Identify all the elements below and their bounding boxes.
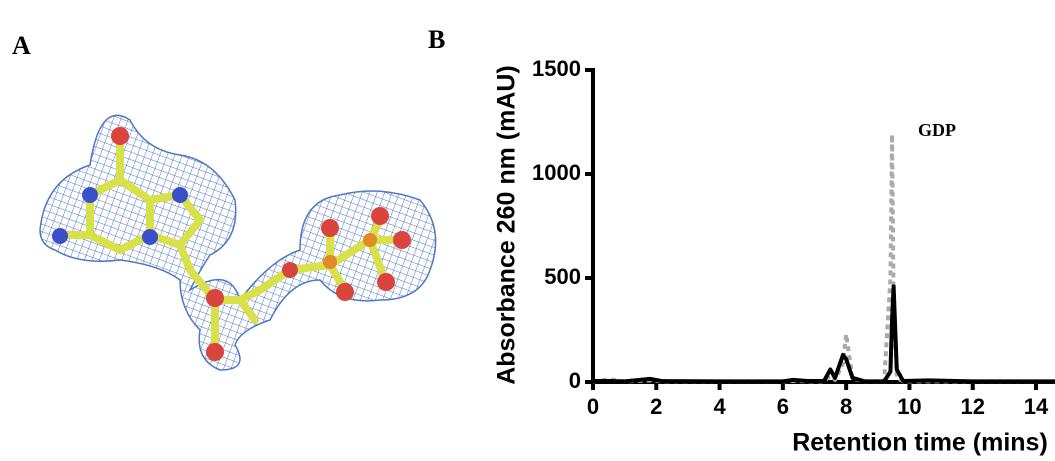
y-tick-label: 1500 bbox=[532, 56, 581, 81]
x-tick-label: 2 bbox=[650, 394, 662, 419]
annotation: GDP bbox=[918, 120, 956, 140]
x-tick-label: 4 bbox=[713, 394, 726, 419]
y-tick-label: 1000 bbox=[532, 160, 581, 185]
y-tick-label: 500 bbox=[544, 264, 581, 289]
data-line bbox=[593, 134, 1055, 381]
figure: A B Retention time (mins) Absorbance 260… bbox=[0, 0, 1055, 461]
x-tick-label: 10 bbox=[897, 394, 921, 419]
panel-label: A bbox=[12, 31, 31, 60]
x-tick-label: 12 bbox=[960, 394, 984, 419]
chart: Retention time (mins) Absorbance 260 nm … bbox=[493, 56, 1055, 457]
x-tick-label: 14 bbox=[1024, 394, 1049, 419]
data-line bbox=[593, 286, 1055, 381]
x-tick-label: 0 bbox=[587, 394, 599, 419]
x-axis-label: Retention time (mins) bbox=[792, 429, 1048, 457]
x-tick-label: 8 bbox=[840, 394, 852, 419]
panel-label: B bbox=[428, 25, 445, 54]
y-axis-label: Absorbance 260 nm (mAU) bbox=[493, 65, 521, 385]
x-tick-label: 6 bbox=[777, 394, 789, 419]
y-tick-label: 0 bbox=[569, 368, 581, 393]
